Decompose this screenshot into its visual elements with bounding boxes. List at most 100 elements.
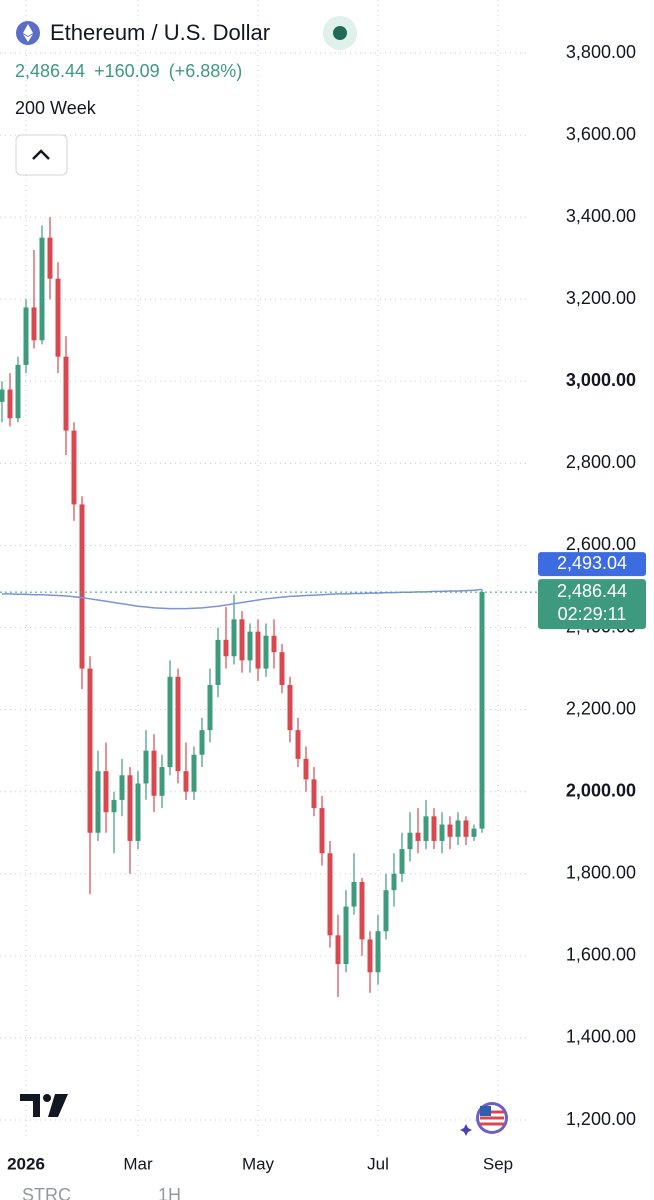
candle-body xyxy=(47,237,53,279)
change-pct: (+6.88%) xyxy=(169,61,243,81)
candle-body xyxy=(39,237,45,341)
candle-body xyxy=(31,307,37,341)
candle-body xyxy=(351,881,357,907)
change: +160.09 xyxy=(94,61,160,81)
x-tick-label: Mar xyxy=(123,1154,153,1173)
candle-body xyxy=(247,631,253,661)
price-line: 2,486.44 +160.09 (+6.88%) xyxy=(15,61,242,81)
candle-body xyxy=(167,676,173,768)
y-tick-label: 1,200.00 xyxy=(566,1109,636,1129)
candle-body xyxy=(359,881,365,940)
logo-part xyxy=(20,1094,40,1117)
candle-body xyxy=(447,824,453,837)
candle-body xyxy=(191,754,197,792)
logo-part xyxy=(43,1094,51,1102)
candle-body xyxy=(63,356,69,431)
candle-body xyxy=(343,906,349,965)
x-tick-label: 2026 xyxy=(7,1154,45,1173)
y-tick-label: 2,200.00 xyxy=(566,698,636,718)
candle-body xyxy=(231,619,237,657)
candle-body xyxy=(215,639,221,685)
y-tick-label: 3,800.00 xyxy=(566,42,636,62)
price-tag-sub: 02:29:11 xyxy=(558,604,627,624)
candle-body xyxy=(471,828,477,837)
candle-body xyxy=(287,684,293,731)
candle-body xyxy=(415,832,421,841)
price-tag xyxy=(538,579,646,630)
y-tick-label: 3,000.00 xyxy=(566,370,636,390)
candle-body xyxy=(439,824,445,841)
candle-body xyxy=(95,771,101,833)
candle-body xyxy=(383,890,389,932)
y-tick-label: 1,600.00 xyxy=(566,945,636,965)
sparkle xyxy=(460,1124,472,1136)
candle-body xyxy=(479,592,485,829)
candle-body xyxy=(271,635,277,653)
footer-tab: 1H xyxy=(158,1185,181,1200)
candle-body xyxy=(183,771,189,792)
candle-body xyxy=(327,853,333,936)
collapse-button[interactable] xyxy=(15,134,68,176)
candle-body xyxy=(311,779,317,809)
y-tick-label: 2,800.00 xyxy=(566,452,636,472)
candle-body xyxy=(407,832,413,850)
logo-part xyxy=(48,1094,68,1117)
candle-body xyxy=(135,783,141,841)
candle-body xyxy=(0,389,5,402)
indicator-name: 200 Week xyxy=(15,98,97,118)
y-tick-label: 2,600.00 xyxy=(566,534,636,554)
x-tick-label: Jul xyxy=(367,1154,389,1173)
candle-body xyxy=(15,364,21,419)
price-tag-label: 2,493.04 xyxy=(557,553,627,573)
candle-body xyxy=(255,631,261,669)
candle-body xyxy=(463,820,469,837)
candle-body xyxy=(431,816,437,841)
candle-body xyxy=(335,935,341,965)
candle-body xyxy=(23,307,29,365)
x-tick-label: May xyxy=(242,1154,275,1173)
candle-body xyxy=(399,849,405,874)
candle-body xyxy=(207,684,213,731)
candle-body xyxy=(127,775,133,841)
header: Ethereum / U.S. Dollar 2,486.44 +160.09 … xyxy=(15,16,357,176)
candle-body xyxy=(319,808,325,854)
tv-logo xyxy=(20,1094,68,1117)
status-dot xyxy=(333,26,347,40)
candle-body xyxy=(79,504,85,669)
candle-body xyxy=(263,635,269,669)
candle-body xyxy=(175,676,181,772)
candle-body xyxy=(159,767,165,796)
flag-icon[interactable] xyxy=(460,1102,508,1136)
footer-tab: STRC xyxy=(22,1185,71,1200)
candle-body xyxy=(295,730,301,759)
price: 2,486.44 xyxy=(15,61,85,81)
eth-glyph xyxy=(23,24,33,42)
price-tag xyxy=(538,552,646,577)
price-tag-label: 2,486.44 xyxy=(557,581,627,601)
y-tick-label: 2,000.00 xyxy=(566,780,636,800)
candle-body xyxy=(423,816,429,841)
x-tick-label: Sep xyxy=(483,1154,513,1173)
candle-body xyxy=(143,750,149,784)
candle-body xyxy=(119,775,125,800)
plot-area xyxy=(0,0,538,1140)
candle-body xyxy=(375,931,381,973)
candle-body xyxy=(199,730,205,755)
candle-body xyxy=(279,652,285,685)
y-tick-label: 3,400.00 xyxy=(566,206,636,226)
candle-body xyxy=(87,668,93,833)
candle-body xyxy=(55,278,61,357)
candle-body xyxy=(303,758,309,780)
candle-body xyxy=(111,799,117,813)
candle-body xyxy=(151,750,157,796)
caret-icon xyxy=(32,149,50,160)
y-tick-label: 3,600.00 xyxy=(566,124,636,144)
candle-body xyxy=(71,430,77,505)
y-tick-label: 1,800.00 xyxy=(566,863,636,883)
candle-body xyxy=(7,389,13,419)
candle-body xyxy=(239,619,245,661)
y-tick-label: 1,400.00 xyxy=(566,1027,636,1047)
flag-canton xyxy=(480,1106,491,1116)
candle-body xyxy=(223,639,229,657)
